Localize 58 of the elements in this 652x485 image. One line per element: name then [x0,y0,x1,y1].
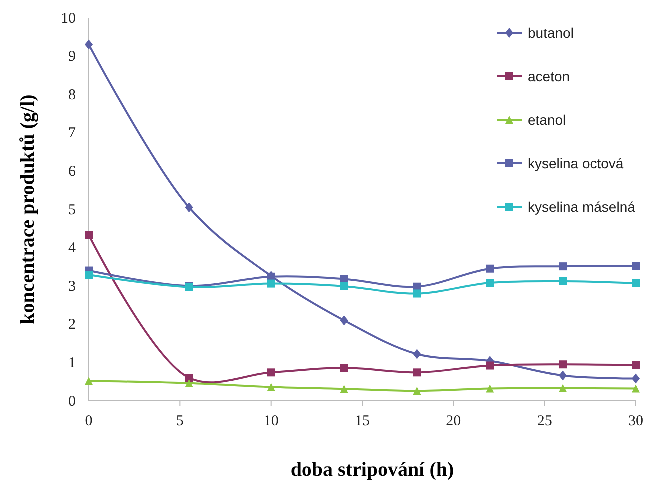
y-tick-label: 0 [68,394,76,410]
y-tick-label: 3 [68,278,76,295]
point [185,202,194,213]
point [632,374,640,384]
point [413,368,422,377]
point [85,270,93,279]
y-tick-label: 7 [68,126,76,142]
legend-label: kyselina octová [528,155,624,172]
point [486,362,494,370]
x-tick-label: 25 [537,414,552,430]
y-tick-label: 8 [68,87,76,104]
y-tick-label: 9 [68,49,76,66]
point [559,384,568,392]
y-tick-label: 6 [68,164,76,180]
point [413,349,422,360]
legend-label: kyselina máselná [528,198,636,215]
x-tick-label: 15 [355,414,370,430]
x-axis-title: doba stripování (h) [290,459,454,481]
point [559,262,568,271]
x-tick-label: 20 [446,414,462,430]
y-tick-label: 10 [61,10,76,27]
point [267,280,276,288]
y-tick-label: 2 [68,317,76,334]
point [632,262,640,270]
legend-label: butanol [528,24,574,41]
point [185,379,194,388]
point [340,316,348,326]
y-tick-label: 4 [68,240,76,257]
x-tick-label: 10 [264,414,279,430]
point [85,231,93,240]
point [267,368,276,377]
point [632,279,640,288]
point [559,278,568,286]
y-tick-label: 1 [68,356,76,372]
point [486,384,494,393]
point [340,275,348,284]
point [632,361,640,370]
x-tick-label: 0 [85,414,93,430]
point [486,279,494,288]
point [340,282,348,290]
point [486,264,494,273]
y-axis-title: koncentrace produktů (g/l) [17,94,39,324]
point [413,387,422,396]
point [413,290,422,298]
point [340,385,348,394]
y-tick-label: 5 [68,202,76,218]
x-tick-label: 30 [628,414,644,430]
point [85,377,93,386]
point [559,360,568,369]
x-tick-label: 5 [176,414,184,430]
point [267,383,276,392]
point [185,374,194,382]
legend-label: aceton [528,68,570,84]
point [632,384,640,393]
point [559,370,568,381]
point [340,364,348,372]
legend-label: etanol [528,112,566,128]
point [85,40,93,50]
